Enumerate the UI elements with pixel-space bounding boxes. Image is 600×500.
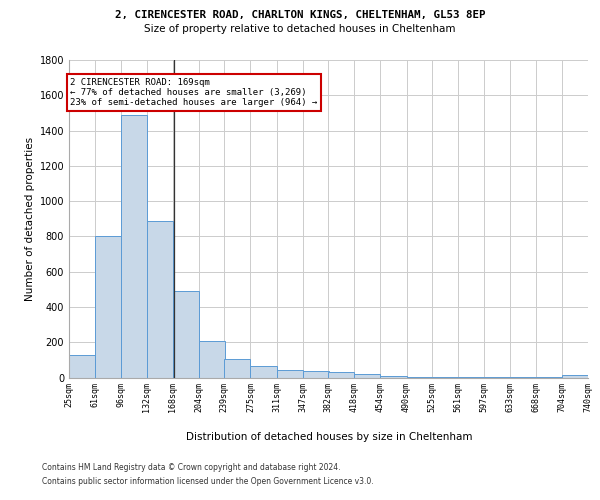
Text: Contains HM Land Registry data © Crown copyright and database right 2024.: Contains HM Land Registry data © Crown c…: [42, 464, 341, 472]
Y-axis label: Number of detached properties: Number of detached properties: [25, 136, 35, 301]
Bar: [199, 342, 225, 378]
Bar: [407, 376, 433, 378]
Text: Distribution of detached houses by size in Cheltenham: Distribution of detached houses by size …: [185, 432, 472, 442]
Bar: [224, 359, 250, 378]
Bar: [380, 376, 407, 378]
Bar: [173, 291, 199, 378]
Bar: [303, 372, 329, 378]
Text: 2 CIRENCESTER ROAD: 169sqm
← 77% of detached houses are smaller (3,269)
23% of s: 2 CIRENCESTER ROAD: 169sqm ← 77% of deta…: [70, 78, 318, 108]
Text: 2, CIRENCESTER ROAD, CHARLTON KINGS, CHELTENHAM, GL53 8EP: 2, CIRENCESTER ROAD, CHARLTON KINGS, CHE…: [115, 10, 485, 20]
Bar: [121, 114, 146, 378]
Bar: [432, 377, 458, 378]
Text: Size of property relative to detached houses in Cheltenham: Size of property relative to detached ho…: [144, 24, 456, 34]
Bar: [354, 374, 380, 378]
Text: Contains public sector information licensed under the Open Government Licence v3: Contains public sector information licen…: [42, 477, 374, 486]
Bar: [562, 375, 588, 378]
Bar: [95, 236, 121, 378]
Bar: [146, 222, 173, 378]
Bar: [69, 356, 95, 378]
Bar: [328, 372, 354, 378]
Bar: [250, 366, 277, 378]
Bar: [277, 370, 303, 378]
